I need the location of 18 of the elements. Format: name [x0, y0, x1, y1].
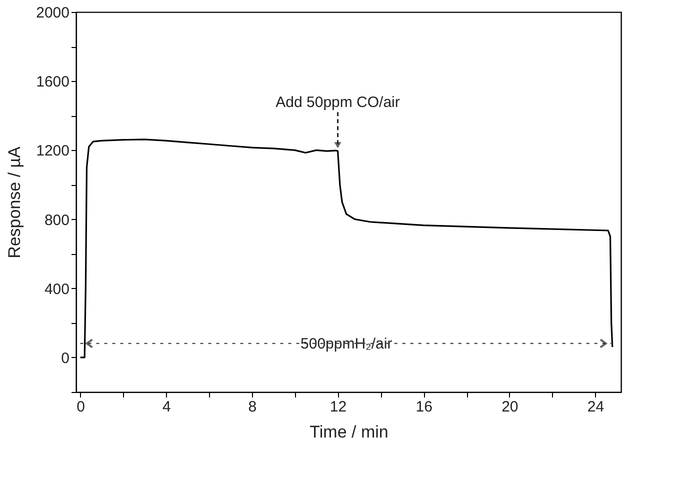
x-tick-label: 0	[76, 398, 85, 416]
y-tick-label: 400	[44, 280, 70, 298]
line-series	[79, 138, 614, 358]
y-tick-label: 800	[44, 212, 70, 229]
x-tick-label: 12	[330, 398, 347, 416]
y-tick-label: 1600	[36, 74, 70, 91]
annotation: Add 50ppm CO/air	[276, 94, 400, 112]
y-tick-label: 2000	[36, 4, 70, 22]
x-tick-label: 20	[502, 398, 518, 416]
x-tick-label: 4	[162, 398, 171, 416]
annotation: 500ppmH₂/air	[300, 335, 392, 352]
y-axis-title: Response / µA	[5, 146, 24, 258]
x-tick-label: 24	[587, 398, 604, 416]
x-tick-label: 8	[248, 398, 257, 416]
x-axis-title: Time / min	[310, 422, 388, 442]
y-tick-label: 1200	[36, 142, 70, 160]
x-tick-label: 16	[416, 398, 432, 416]
y-tick-label: 0	[61, 350, 70, 367]
